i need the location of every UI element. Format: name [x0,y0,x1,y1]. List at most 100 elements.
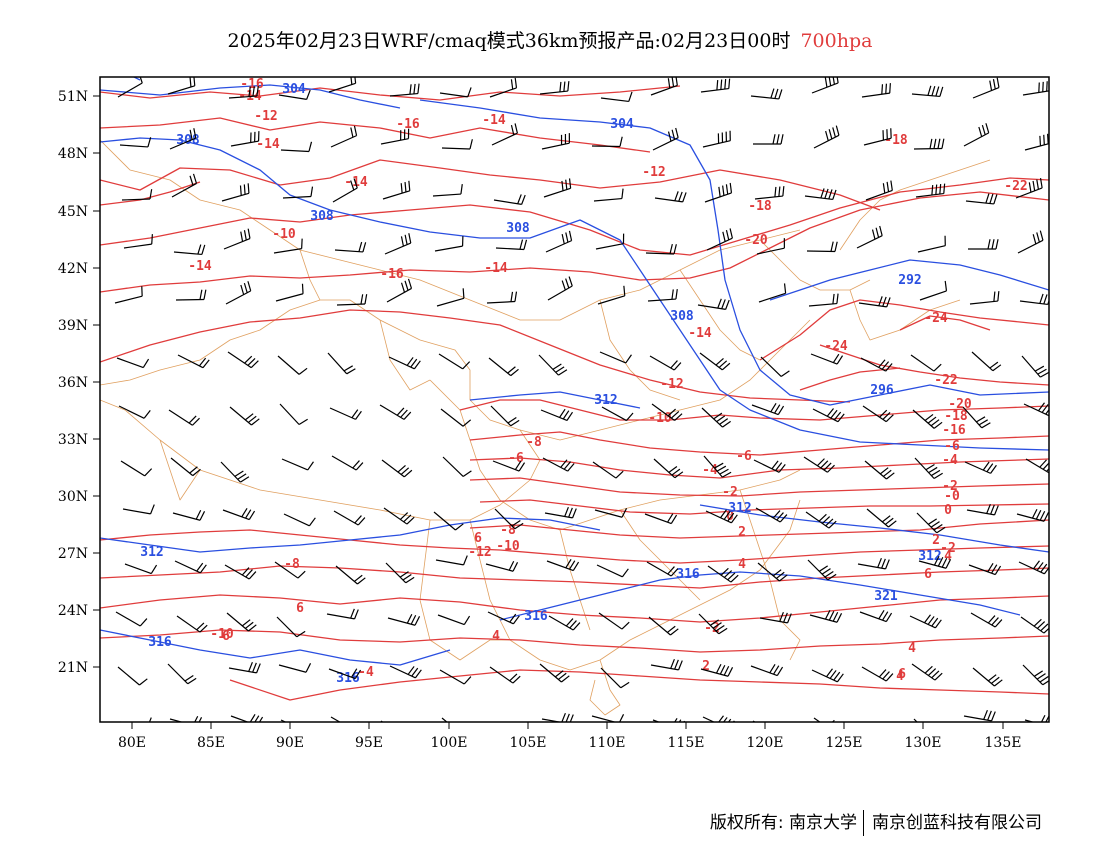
wind-barb [437,614,471,626]
wind-barb [278,89,311,100]
wind-barb [1022,81,1049,96]
wind-barb [811,77,839,94]
province-border [159,439,201,501]
wind-barb [492,460,526,472]
temperature-label: -22 [1004,179,1027,194]
temperature-label: -4 [942,453,958,468]
wind-barb [380,720,384,722]
height-label: 308 [310,209,334,224]
wind-barb [167,663,197,685]
temperature-label: 6 [222,629,230,644]
wind-barb [336,294,368,306]
footer-divider [863,810,864,836]
lat-label: 48N [58,146,88,162]
wind-barb [282,186,314,199]
wind-barb [962,406,991,429]
wind-barb [538,354,568,376]
map-frame [99,76,1050,723]
lat-label: 30N [58,489,88,505]
wind-barb [865,180,893,201]
wind-barb [969,291,1000,305]
wind-barb [914,457,943,479]
wind-barb [116,357,150,369]
temperature-label: 2 [932,533,940,548]
wind-barb [654,191,687,203]
wind-barb [388,356,421,370]
temperature-label: 6 [898,667,906,682]
wind-barb [592,461,624,479]
wind-barb [756,238,785,255]
temperature-label: -16 [380,267,404,282]
temperature-label: 2 [702,659,710,674]
wind-barb [168,409,200,426]
wind-barb [224,564,257,580]
wind-barb [754,186,785,200]
wind-barb [972,667,1003,687]
wind-barb [280,141,313,153]
wind-barb [382,180,411,200]
wind-barb [757,562,788,582]
wind-barb [381,459,413,478]
temperature-contour [469,519,1049,539]
wind-barb [330,716,359,722]
province-border [379,319,431,391]
wind-barb [861,666,894,682]
temperature-label: -8 [526,435,542,450]
wind-barb [175,289,207,301]
wind-barb [963,123,990,147]
temperature-contour [819,344,1049,386]
geopotential-contour [100,137,1049,451]
wind-barb [494,508,524,530]
province-border [100,299,541,521]
wind-barb [279,403,308,425]
height-label: 296 [870,383,894,398]
wind-barb [912,409,943,429]
wind-barb [488,357,519,377]
lat-label: 24N [58,603,88,619]
wind-barb [539,663,570,683]
owner-company: 南京创蓝科技有限公司 [872,813,1042,833]
geopotential-contour [769,259,1049,301]
temperature-label: -14 [482,113,506,128]
wind-barb [751,403,785,416]
wind-barb [753,134,784,145]
wind-barb [169,128,197,150]
wind-barb [1023,402,1049,417]
geopotential-contour [419,99,1049,406]
geopotential-contour [499,571,1021,621]
temperature-contour [100,629,1049,653]
lon-label: 85E [197,735,225,751]
temperature-label: -22 [934,373,957,388]
wind-barb [1016,508,1049,522]
wind-barb [919,280,948,301]
wind-barb [703,455,732,478]
temperature-label: 6 [474,531,482,546]
wind-barb [697,298,730,310]
wind-barb [646,561,679,577]
height-label: 321 [874,589,898,604]
wind-barb [597,285,626,305]
temperature-contour [100,529,1049,564]
wind-barb [541,133,570,150]
temperature-label: -12 [468,545,491,560]
temperature-label: -16 [396,117,420,132]
lat-label: 39N [58,318,88,334]
wind-barb [228,661,261,674]
wind-barb [760,356,790,377]
wind-barb [911,663,943,681]
wind-barb [704,182,733,203]
wind-barb [593,188,624,202]
temperature-contour [100,117,651,153]
height-label: 316 [676,567,700,582]
temperature-label: -18 [944,409,968,424]
wind-barb [968,563,1002,576]
geopotential-contour [100,517,601,553]
wind-barb [970,612,1003,628]
wind-barb [647,289,678,302]
wind-barb [652,127,679,151]
wind-barb [864,460,895,480]
wind-barb [700,78,731,93]
wind-barb [1017,230,1044,254]
wind-barb [803,456,835,473]
wind-barb [542,457,575,472]
